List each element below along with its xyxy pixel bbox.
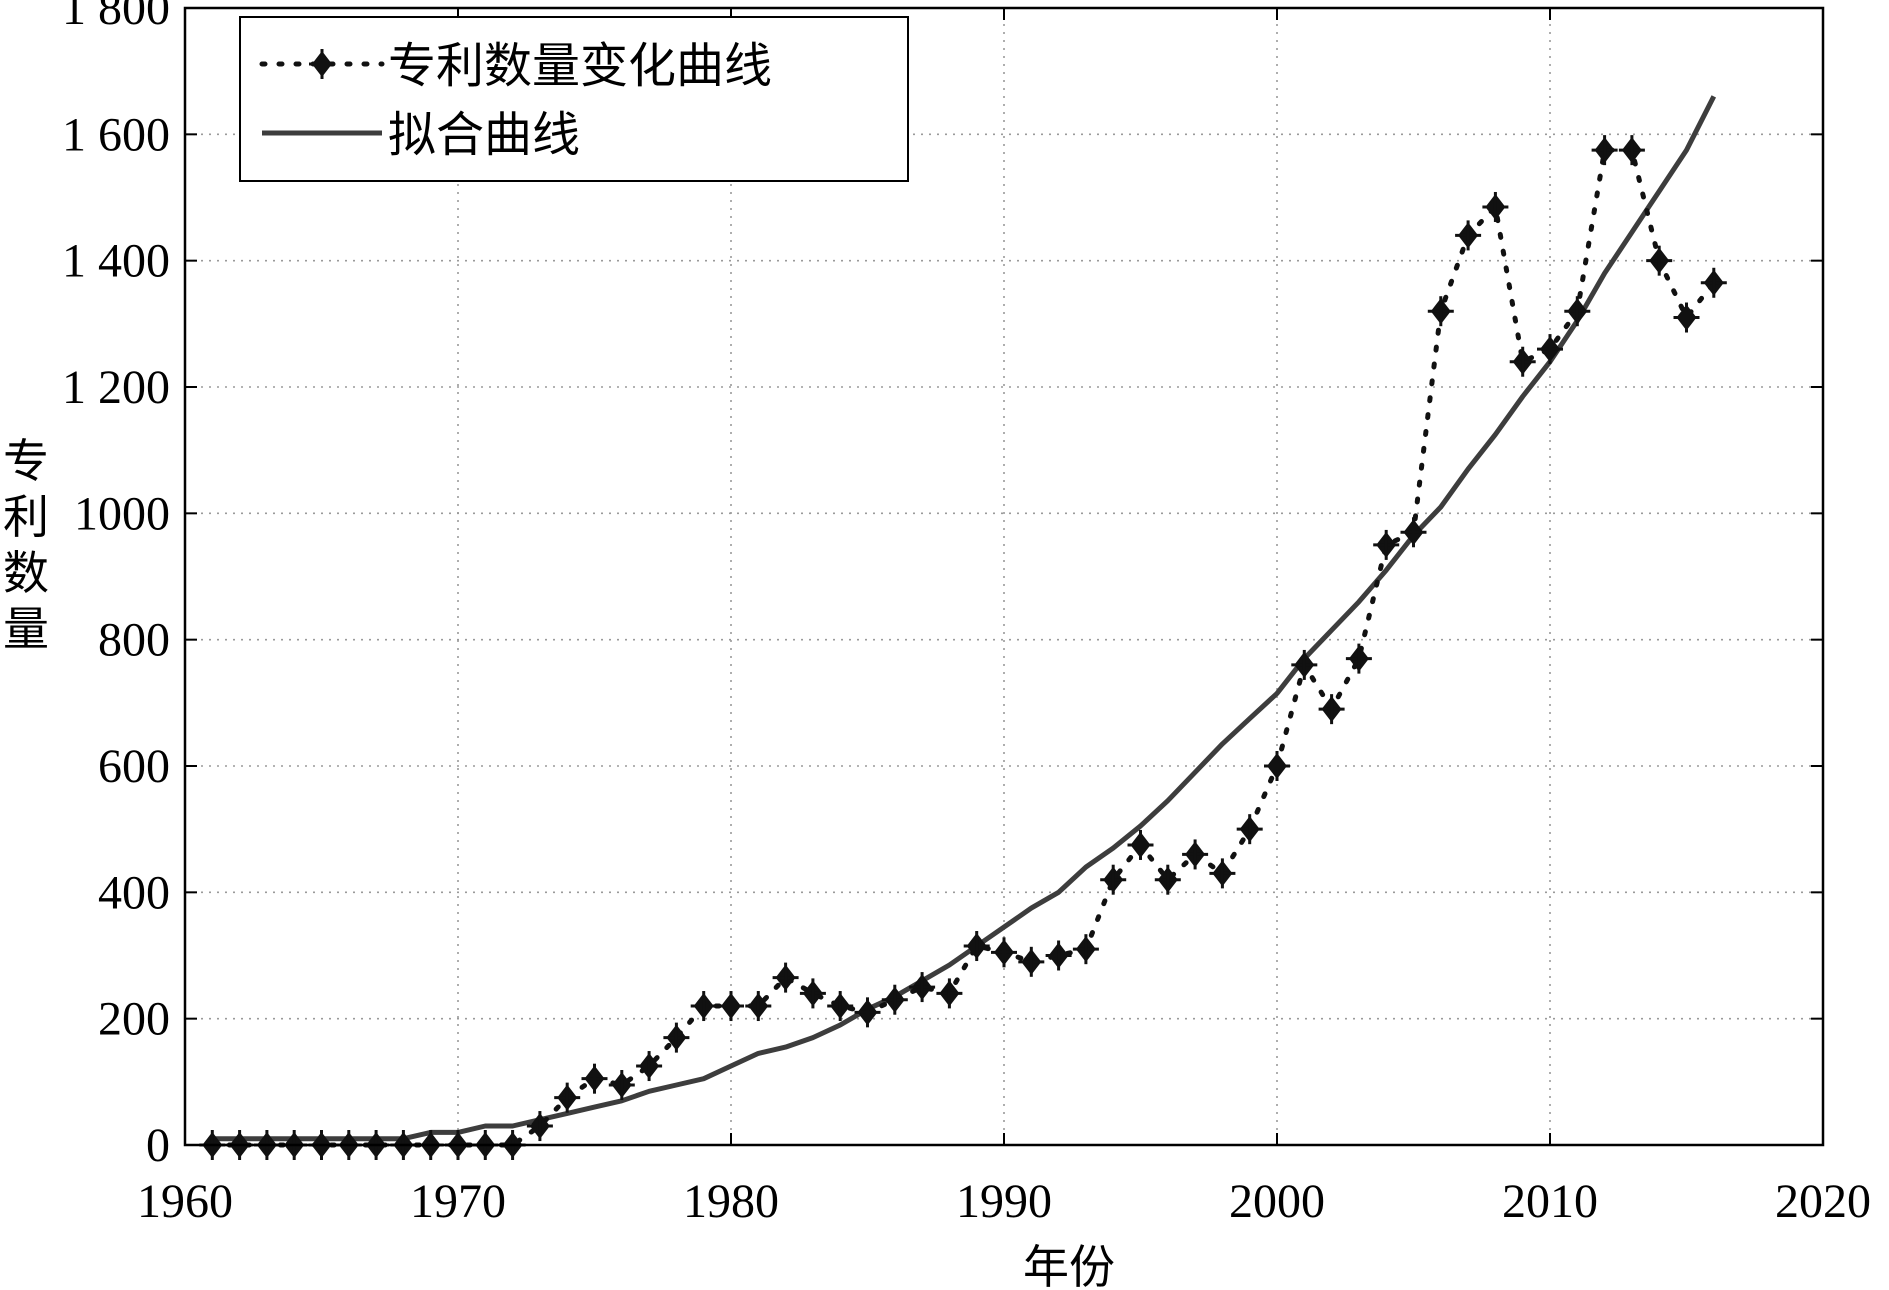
y-tick-label-1600: 1 600: [62, 108, 170, 161]
data-point-1987: [909, 972, 936, 1003]
data-point-1996: [1154, 864, 1181, 895]
data-point-1990: [991, 937, 1017, 968]
data-point-1976: [608, 1069, 635, 1100]
data-point-2014: [1646, 245, 1673, 276]
data-point-1995: [1127, 829, 1154, 860]
data-point-1979: [690, 991, 717, 1022]
data-point-1994: [1100, 864, 1127, 895]
data-point-1981: [745, 991, 772, 1022]
data-point-2009: [1509, 346, 1536, 377]
data-point-2007: [1455, 220, 1482, 251]
patent-count-markers: [199, 135, 1727, 1160]
data-point-2006: [1427, 296, 1454, 327]
data-point-2004: [1373, 529, 1400, 560]
data-point-1977: [636, 1051, 663, 1082]
legend-label-fit-curve: 拟合曲线: [388, 107, 580, 163]
data-point-1974: [554, 1082, 581, 1113]
x-tick-label-2000: 2000: [1229, 1175, 1325, 1228]
data-point-1988: [936, 978, 963, 1009]
legend-label-patent-count: 专利数量变化曲线: [388, 38, 772, 94]
data-point-2011: [1564, 296, 1591, 327]
data-point-2003: [1345, 643, 1372, 674]
y-tick-label-1400: 1 400: [62, 235, 170, 288]
data-point-1997: [1182, 839, 1209, 870]
data-point-1975: [581, 1063, 608, 1094]
data-point-2002: [1318, 694, 1345, 725]
x-tick-label-2020: 2020: [1775, 1175, 1871, 1228]
legend-patent-marker-swatch: [309, 49, 335, 79]
data-point-1999: [1236, 814, 1263, 845]
legend-box: [239, 16, 909, 182]
y-tick-label-1000: 1000: [74, 487, 170, 540]
data-point-1978: [663, 1022, 690, 1053]
x-tick-label-1980: 1980: [683, 1175, 779, 1228]
data-point-2012: [1591, 135, 1618, 166]
y-tick-label-1200: 1 200: [62, 361, 170, 414]
data-point-1984: [827, 991, 854, 1022]
plot-frame: [183, 6, 1825, 1147]
x-tick-label-1970: 1970: [410, 1175, 506, 1228]
data-point-2016: [1700, 267, 1727, 298]
data-point-2013: [1618, 135, 1645, 166]
data-point-1973: [526, 1111, 553, 1142]
x-tick-label-2010: 2010: [1502, 1175, 1598, 1228]
data-point-2015: [1673, 302, 1700, 333]
data-point-2005: [1400, 517, 1427, 548]
data-point-1986: [881, 984, 908, 1015]
data-point-2010: [1537, 334, 1563, 365]
data-point-2008: [1482, 191, 1509, 222]
data-point-1992: [1045, 940, 1072, 971]
series-fit-curve: [212, 95, 1717, 1142]
data-point-2000: [1264, 751, 1290, 781]
x-axis-title: 年份: [1023, 1240, 1115, 1290]
y-tick-labels: 0 200 400 600 800 1000 1 200 1 400 1 600 1 800: [62, 0, 170, 1172]
y-tick-label-0: 0: [146, 1119, 170, 1172]
x-tick-label-1990: 1990: [956, 1175, 1052, 1228]
y-tick-label-800: 800: [98, 614, 170, 667]
x-tick-labels: 1960 1970 1980 1990 2000 2010 2020: [137, 1175, 1871, 1228]
data-point-1998: [1209, 858, 1236, 889]
data-point-1993: [1072, 934, 1099, 965]
series-patent-count: [199, 135, 1727, 1160]
y-tick-label-1800: 1 800: [62, 0, 170, 35]
series-line-patent-count: [209, 147, 1717, 1148]
data-point-1982: [772, 962, 799, 993]
data-point-1983: [799, 978, 826, 1009]
data-point-2001: [1291, 649, 1318, 680]
legend: 专利数量变化曲线 拟合曲线: [239, 16, 909, 182]
data-point-1980: [718, 991, 744, 1022]
y-tick-label-600: 600: [98, 740, 170, 793]
y-axis-title: 专利数量: [3, 434, 49, 656]
data-point-1985: [854, 997, 881, 1028]
series-line-fit-curve: [212, 95, 1717, 1142]
y-tick-label-200: 200: [98, 993, 170, 1046]
data-point-1989: [963, 931, 990, 962]
x-tick-label-1960: 1960: [137, 1175, 233, 1228]
legend-marker-glyph: [309, 49, 335, 79]
data-point-1991: [1018, 946, 1045, 977]
y-tick-label-400: 400: [98, 866, 170, 919]
